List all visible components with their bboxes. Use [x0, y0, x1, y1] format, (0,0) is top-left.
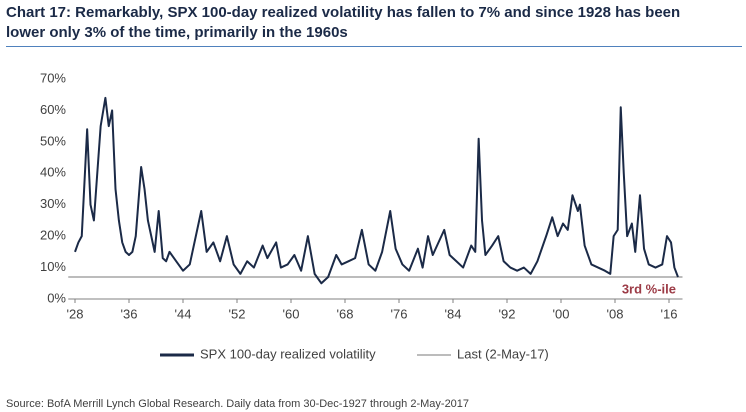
y-tick-label: 10% — [40, 259, 66, 274]
x-tick-label: '84 — [445, 306, 462, 321]
x-tick-label: '44 — [175, 306, 192, 321]
y-tick-label: 40% — [40, 165, 66, 180]
x-tick-label: '52 — [229, 306, 246, 321]
x-tick-label: '76 — [391, 306, 408, 321]
x-tick-label: '16 — [661, 306, 678, 321]
legend-label: Last (2-May-17) — [457, 346, 549, 361]
chart-title: Chart 17: Remarkably, SPX 100-day realiz… — [6, 4, 681, 41]
source-note: Source: BofA Merrill Lynch Global Resear… — [6, 398, 469, 410]
y-tick-label: 70% — [40, 70, 66, 85]
series-line — [74, 96, 679, 285]
x-tick-label: '68 — [337, 306, 354, 321]
y-tick-label: 0% — [47, 290, 66, 305]
x-tick-label: '36 — [121, 306, 138, 321]
y-tick-label: 30% — [40, 196, 66, 211]
y-tick-label: 20% — [40, 228, 66, 243]
annotation: 3rd %-ile — [622, 281, 676, 296]
y-tick-label: 60% — [40, 102, 66, 117]
x-tick-label: '28 — [67, 306, 84, 321]
x-tick-label: '08 — [607, 306, 624, 321]
title-rule — [6, 46, 742, 47]
y-tick-label: 50% — [40, 133, 66, 148]
legend-label: SPX 100-day realized volatility — [200, 346, 376, 361]
x-tick-label: '60 — [283, 306, 300, 321]
x-tick-label: '00 — [553, 306, 570, 321]
x-tick-label: '92 — [499, 306, 516, 321]
